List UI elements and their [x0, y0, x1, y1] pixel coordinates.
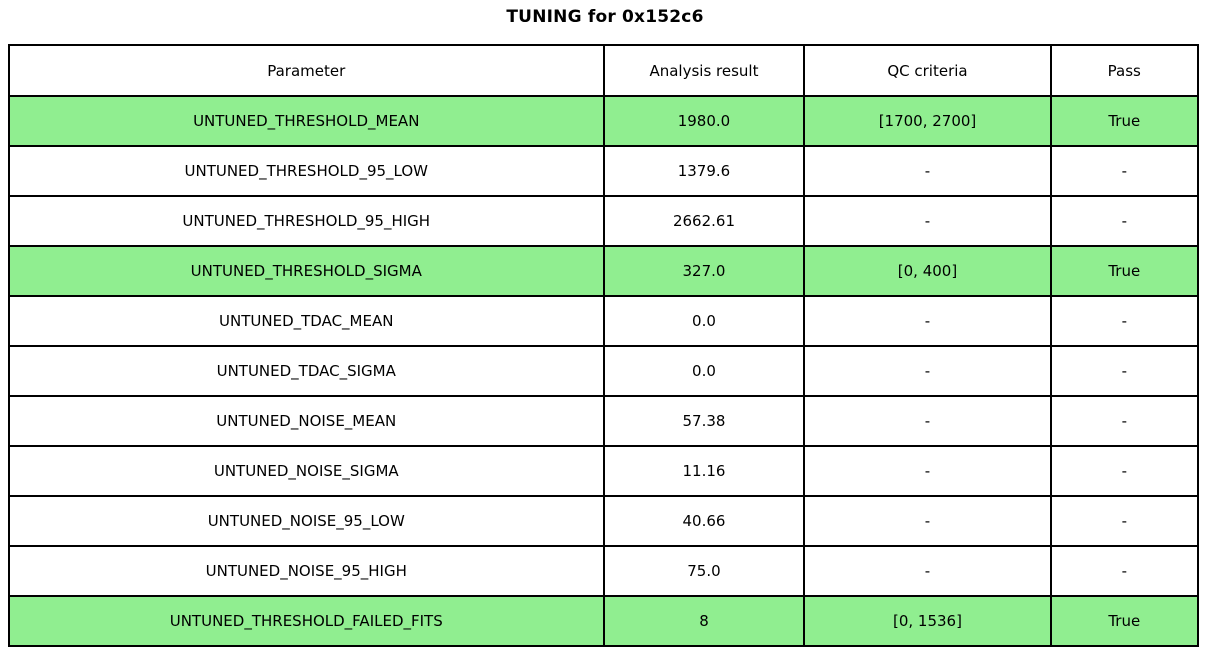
pass-cell: True [1049, 595, 1200, 647]
pass-cell: - [1049, 495, 1200, 547]
table-row: UNTUNED_NOISE_95_HIGH 75.0- - [8, 545, 1200, 597]
result-cell: 1379.6 [602, 145, 806, 197]
qc-cell: - [803, 445, 1052, 497]
qc-cell: - [803, 395, 1052, 447]
qc-cell: [0, 400] [803, 245, 1052, 297]
parameter-cell: UNTUNED_THRESHOLD_FAILED_FITS [8, 595, 605, 647]
table-row: UNTUNED_THRESHOLD_SIGMA 327.0 [0, 400] True [8, 245, 1200, 297]
qc-cell: [0, 1536] [803, 595, 1052, 647]
column-header: Analysis result [602, 44, 806, 97]
pass-cell: - [1049, 445, 1200, 497]
table-header: Parameter Analysis result QC criteria Pass [8, 44, 1200, 97]
table-row: UNTUNED_TDAC_SIGMA 0.0- - [8, 345, 1200, 397]
column-header: Parameter [8, 44, 605, 97]
result-cell: 2662.61 [602, 195, 806, 247]
table-row: UNTUNED_THRESHOLD_MEAN 1980.0 [1700, 2700]… [8, 95, 1200, 147]
table-row: UNTUNED_NOISE_SIGMA 11.16- - [8, 445, 1200, 497]
parameter-cell: UNTUNED_NOISE_MEAN [8, 395, 605, 447]
table-header-row: Parameter Analysis result QC criteria Pass [8, 44, 1200, 97]
parameter-cell: UNTUNED_THRESHOLD_95_HIGH [8, 195, 605, 247]
table-row: UNTUNED_THRESHOLD_FAILED_FITS 8 [0, 1536] T… [8, 595, 1200, 647]
parameter-cell: UNTUNED_NOISE_95_HIGH [8, 545, 605, 597]
table-row: UNTUNED_THRESHOLD_95_LOW 1379.6- - [8, 145, 1200, 197]
result-cell: 327.0 [602, 245, 806, 297]
result-cell: 8 [602, 595, 806, 647]
pass-cell: True [1049, 95, 1200, 147]
pass-cell: - [1049, 295, 1200, 347]
table-row: UNTUNED_NOISE_MEAN 57.38- - [8, 395, 1200, 447]
qc-cell: - [803, 345, 1052, 397]
table-row: UNTUNED_THRESHOLD_95_HIGH 2662.61- - [8, 195, 1200, 247]
column-header: Pass [1049, 44, 1200, 97]
pass-cell: - [1049, 195, 1200, 247]
result-cell: 75.0 [602, 545, 806, 597]
pass-cell: - [1049, 545, 1200, 597]
table-body: UNTUNED_THRESHOLD_MEAN 1980.0 [1700, 2700]… [8, 95, 1200, 647]
qc-cell: [1700, 2700] [803, 95, 1052, 147]
result-cell: 0.0 [602, 295, 806, 347]
parameter-cell: UNTUNED_THRESHOLD_MEAN [8, 95, 605, 147]
parameter-cell: UNTUNED_THRESHOLD_95_LOW [8, 145, 605, 197]
page-title: TUNING for 0x152c6 [506, 7, 704, 27]
pass-cell: True [1049, 245, 1200, 297]
table-row: UNTUNED_TDAC_MEAN 0.0- - [8, 295, 1200, 347]
pass-cell: - [1049, 395, 1200, 447]
qc-cell: - [803, 295, 1052, 347]
pass-cell: - [1049, 145, 1200, 197]
result-cell: 57.38 [602, 395, 806, 447]
result-cell: 40.66 [602, 495, 806, 547]
table-row: UNTUNED_NOISE_95_LOW 40.66- - [8, 495, 1200, 547]
result-cell: 11.16 [602, 445, 806, 497]
qc-cell: - [803, 145, 1052, 197]
qc-cell: - [803, 495, 1052, 547]
column-header: QC criteria [803, 44, 1052, 97]
parameter-cell: UNTUNED_THRESHOLD_SIGMA [8, 245, 605, 297]
result-cell: 0.0 [602, 345, 806, 397]
parameter-cell: UNTUNED_TDAC_SIGMA [8, 345, 605, 397]
parameter-cell: UNTUNED_TDAC_MEAN [8, 295, 605, 347]
result-cell: 1980.0 [602, 95, 806, 147]
qc-results-table: Parameter Analysis result QC criteria Pass … [8, 44, 1200, 647]
pass-cell: - [1049, 345, 1200, 397]
parameter-cell: UNTUNED_NOISE_SIGMA [8, 445, 605, 497]
parameter-cell: UNTUNED_NOISE_95_LOW [8, 495, 605, 547]
qc-cell: - [803, 195, 1052, 247]
qc-cell: - [803, 545, 1052, 597]
